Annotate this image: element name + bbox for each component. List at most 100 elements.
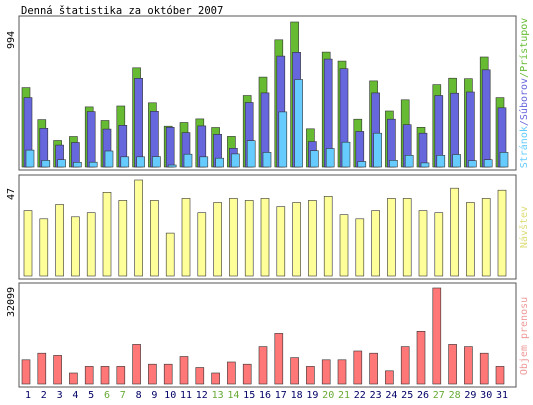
bar-stranok-day-11 bbox=[183, 153, 193, 168]
top-panel-bars bbox=[21, 21, 509, 168]
bar-stranok-day-5 bbox=[88, 161, 98, 168]
x-tick-label-day-4: 4 bbox=[72, 390, 78, 401]
bar-stranok-day-1 bbox=[25, 149, 35, 168]
bar-objem-day-27 bbox=[432, 287, 442, 385]
x-tick-label-day-16: 16 bbox=[259, 390, 271, 401]
bar-navstev-day-5 bbox=[86, 212, 96, 277]
x-tick-label-day-17: 17 bbox=[275, 390, 287, 401]
legend-sep-1: / bbox=[519, 120, 530, 126]
bar-stranok-day-4 bbox=[73, 162, 82, 168]
bar-suborov-day-30 bbox=[481, 69, 491, 168]
bar-stranok-day-19 bbox=[310, 150, 319, 168]
bar-stranok-day-28 bbox=[452, 154, 461, 168]
panel-traffic bbox=[18, 282, 517, 388]
bar-navstev-day-12 bbox=[197, 212, 207, 277]
mid-panel-max-label: 47 bbox=[6, 188, 17, 200]
bar-navstev-day-30 bbox=[481, 198, 491, 277]
bar-navstev-day-11 bbox=[181, 198, 191, 277]
bar-navstev-day-22 bbox=[355, 218, 365, 277]
bar-navstev-day-21 bbox=[339, 214, 349, 277]
bar-navstev-day-26 bbox=[418, 210, 428, 277]
legend-sep-2: / bbox=[519, 72, 530, 78]
bot-panel-legend: Objem prenosu bbox=[519, 297, 530, 375]
x-tick-label-day-1: 1 bbox=[25, 390, 31, 401]
legend-stranok: Stránok bbox=[518, 126, 530, 168]
bar-objem-day-23 bbox=[369, 352, 378, 385]
bar-stranok-day-14 bbox=[231, 153, 240, 168]
bar-suborov-day-8 bbox=[134, 78, 143, 168]
bar-suborov-day-26 bbox=[418, 132, 428, 168]
bar-navstev-day-29 bbox=[466, 202, 475, 277]
bar-objem-day-6 bbox=[100, 366, 110, 385]
x-tick-label-day-8: 8 bbox=[136, 390, 142, 401]
bar-stranok-day-25 bbox=[404, 155, 414, 168]
bar-stranok-day-15 bbox=[246, 140, 256, 168]
bar-stranok-day-8 bbox=[136, 156, 145, 168]
bar-objem-day-12 bbox=[195, 367, 205, 385]
bar-stranok-day-16 bbox=[262, 152, 272, 168]
x-tick-label-day-29: 29 bbox=[464, 390, 476, 401]
bar-objem-day-18 bbox=[290, 357, 299, 385]
bar-objem-day-2 bbox=[37, 352, 47, 385]
bar-stranok-day-3 bbox=[57, 159, 66, 168]
bar-stranok-day-13 bbox=[215, 157, 224, 168]
bar-objem-day-22 bbox=[353, 350, 363, 385]
bar-stranok-day-20 bbox=[325, 148, 335, 168]
bar-stranok-day-9 bbox=[152, 156, 161, 168]
bar-suborov-day-29 bbox=[466, 91, 475, 168]
x-tick-label-day-24: 24 bbox=[385, 390, 397, 401]
bar-objem-day-14 bbox=[227, 361, 236, 385]
x-tick-label-day-31: 31 bbox=[496, 390, 508, 401]
x-tick-label-day-26: 26 bbox=[417, 390, 429, 401]
x-tick-label-day-22: 22 bbox=[354, 390, 366, 401]
bar-stranok-day-31 bbox=[499, 152, 509, 168]
bar-objem-day-17 bbox=[274, 333, 284, 385]
bar-suborov-day-5 bbox=[86, 111, 96, 168]
bar-navstev-day-7 bbox=[118, 200, 128, 277]
bar-stranok-day-29 bbox=[468, 160, 477, 168]
bar-stranok-day-6 bbox=[104, 150, 114, 168]
bar-objem-day-4 bbox=[69, 372, 78, 385]
bar-navstev-day-4 bbox=[71, 216, 80, 277]
bar-stranok-day-30 bbox=[483, 159, 493, 168]
bar-objem-day-9 bbox=[148, 363, 157, 385]
bar-navstev-day-19 bbox=[308, 200, 317, 277]
bar-objem-day-13 bbox=[211, 372, 220, 385]
bar-objem-day-11 bbox=[179, 356, 189, 385]
x-tick-label-day-3: 3 bbox=[57, 390, 63, 401]
bar-navstev-day-25 bbox=[402, 198, 412, 277]
bot-panel-max-label: 32099 bbox=[6, 287, 17, 317]
mid-panel-legend: Návštev bbox=[518, 206, 530, 248]
bar-objem-day-19 bbox=[306, 366, 315, 385]
bar-navstev-day-24 bbox=[387, 198, 396, 277]
x-axis-day-labels: 1 2 3 4 5 6 7 8 9 10 11 12 13 14 15 16 17 18 19 20 21 22 23 24 2… bbox=[25, 390, 508, 401]
bar-objem-day-21 bbox=[337, 359, 347, 385]
bar-stranok-day-24 bbox=[389, 160, 398, 168]
bar-objem-day-8 bbox=[132, 344, 141, 385]
x-tick-label-day-13: 13 bbox=[212, 390, 224, 401]
bar-navstev-day-15 bbox=[244, 200, 254, 277]
bar-stranok-day-7 bbox=[120, 156, 130, 168]
x-tick-label-day-30: 30 bbox=[480, 390, 492, 401]
bar-objem-day-15 bbox=[242, 363, 252, 385]
bar-objem-day-24 bbox=[385, 370, 394, 385]
bar-navstev-day-18 bbox=[292, 202, 301, 277]
bar-objem-day-1 bbox=[21, 359, 31, 385]
x-tick-label-day-11: 11 bbox=[180, 390, 192, 401]
chart-title: Denná štatistika za október 2007 bbox=[21, 5, 223, 17]
bar-stranok-day-21 bbox=[341, 141, 351, 168]
x-tick-label-day-9: 9 bbox=[151, 390, 157, 401]
bar-navstev-day-23 bbox=[371, 210, 380, 277]
bar-stranok-day-12 bbox=[199, 156, 209, 168]
bar-stranok-day-26 bbox=[420, 162, 430, 168]
x-tick-label-day-27: 27 bbox=[433, 390, 445, 401]
bar-navstev-day-8 bbox=[134, 179, 143, 277]
bar-navstev-day-28 bbox=[450, 187, 459, 277]
x-tick-label-day-6: 6 bbox=[104, 390, 110, 401]
bar-stranok-day-10 bbox=[167, 164, 177, 168]
bar-objem-day-28 bbox=[448, 344, 457, 385]
top-panel-legend: Stránok/Súborov/Prístupov bbox=[518, 18, 530, 169]
x-tick-label-day-5: 5 bbox=[88, 390, 94, 401]
x-tick-label-day-14: 14 bbox=[227, 390, 239, 401]
mid-panel-bars bbox=[23, 179, 507, 277]
